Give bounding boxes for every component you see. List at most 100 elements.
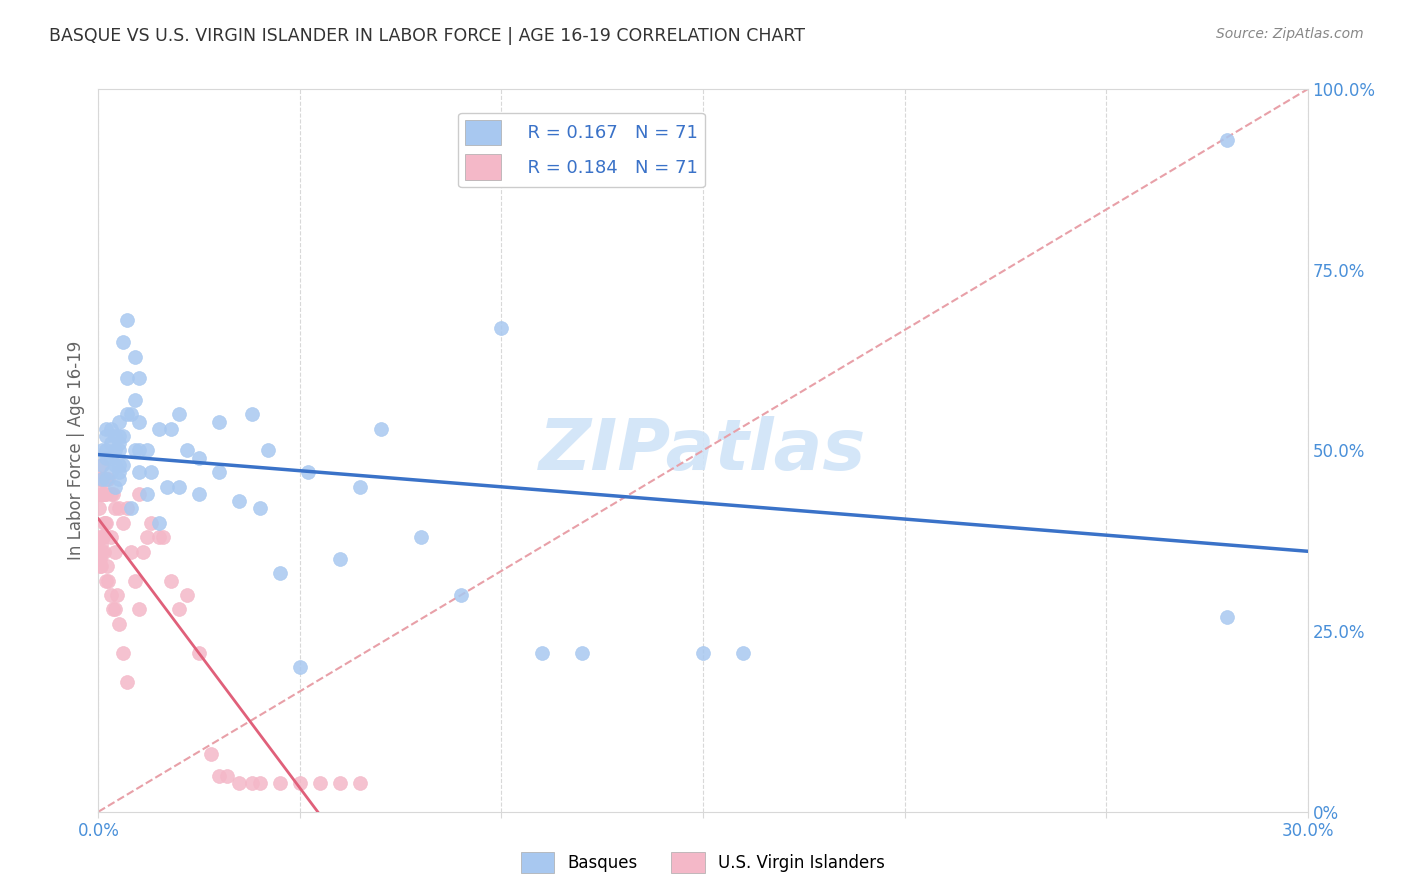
Point — [249, 776, 271, 790]
Point — [93, 516, 115, 530]
Point — [124, 350, 146, 364]
Point — [450, 588, 472, 602]
Point — [89, 551, 111, 566]
Point — [329, 551, 352, 566]
Point — [107, 436, 129, 450]
Point — [100, 436, 122, 450]
Point — [94, 516, 117, 530]
Point — [124, 443, 146, 458]
Point — [124, 392, 146, 407]
Point — [103, 501, 125, 516]
Point — [89, 559, 111, 574]
Point — [152, 530, 174, 544]
Point — [733, 646, 755, 660]
Point — [188, 450, 211, 465]
Point — [89, 472, 111, 486]
Point — [103, 443, 125, 458]
Point — [115, 407, 138, 421]
Point — [100, 465, 122, 479]
Point — [96, 574, 118, 588]
Point — [89, 501, 111, 516]
Point — [124, 574, 146, 588]
Point — [107, 501, 129, 516]
Point — [530, 646, 553, 660]
Point — [107, 616, 129, 631]
Point — [571, 646, 593, 660]
Point — [107, 472, 129, 486]
Point — [128, 465, 150, 479]
Point — [103, 480, 125, 494]
Point — [100, 530, 122, 544]
Point — [96, 487, 118, 501]
Point — [91, 458, 114, 472]
Point — [167, 480, 190, 494]
Point — [128, 415, 150, 429]
Point — [93, 544, 115, 558]
Point — [90, 537, 112, 551]
Point — [91, 443, 114, 458]
Point — [139, 465, 162, 479]
Point — [105, 588, 128, 602]
Point — [115, 371, 138, 385]
Point — [101, 602, 124, 616]
Point — [176, 588, 198, 602]
Point — [103, 458, 125, 472]
Point — [96, 472, 118, 486]
Point — [128, 602, 150, 616]
Point — [288, 660, 311, 674]
Point — [111, 646, 134, 660]
Point — [104, 544, 127, 558]
Point — [269, 566, 291, 581]
Point — [91, 530, 114, 544]
Point — [111, 334, 134, 349]
Point — [135, 443, 157, 458]
Point — [167, 407, 190, 421]
Point — [370, 422, 392, 436]
Point — [90, 559, 112, 574]
Point — [90, 472, 112, 486]
Point — [139, 516, 162, 530]
Point — [89, 487, 111, 501]
Point — [115, 313, 138, 327]
Point — [96, 429, 118, 443]
Point — [94, 487, 117, 501]
Point — [160, 574, 183, 588]
Point — [208, 415, 231, 429]
Point — [93, 472, 115, 486]
Point — [120, 544, 142, 558]
Point — [240, 776, 263, 790]
Point — [349, 776, 371, 790]
Point — [491, 320, 513, 334]
Point — [100, 588, 122, 602]
Legend: Basques, U.S. Virgin Islanders: Basques, U.S. Virgin Islanders — [515, 846, 891, 880]
Point — [132, 544, 155, 558]
Point — [96, 472, 118, 486]
Point — [103, 602, 125, 616]
Point — [89, 530, 111, 544]
Point — [217, 769, 239, 783]
Point — [91, 458, 114, 472]
Point — [91, 472, 114, 486]
Point — [148, 530, 170, 544]
Point — [148, 422, 170, 436]
Point — [96, 443, 118, 458]
Point — [200, 747, 222, 761]
Text: ZIPatlas: ZIPatlas — [540, 416, 866, 485]
Point — [176, 443, 198, 458]
Point — [101, 487, 124, 501]
Point — [107, 458, 129, 472]
Point — [156, 480, 179, 494]
Point — [288, 776, 311, 790]
Point — [329, 776, 352, 790]
Point — [148, 516, 170, 530]
Point — [128, 487, 150, 501]
Point — [309, 776, 332, 790]
Point — [240, 407, 263, 421]
Point — [89, 472, 111, 486]
Point — [188, 487, 211, 501]
Point — [89, 544, 111, 558]
Point — [111, 516, 134, 530]
Point — [128, 371, 150, 385]
Point — [128, 443, 150, 458]
Point — [409, 530, 432, 544]
